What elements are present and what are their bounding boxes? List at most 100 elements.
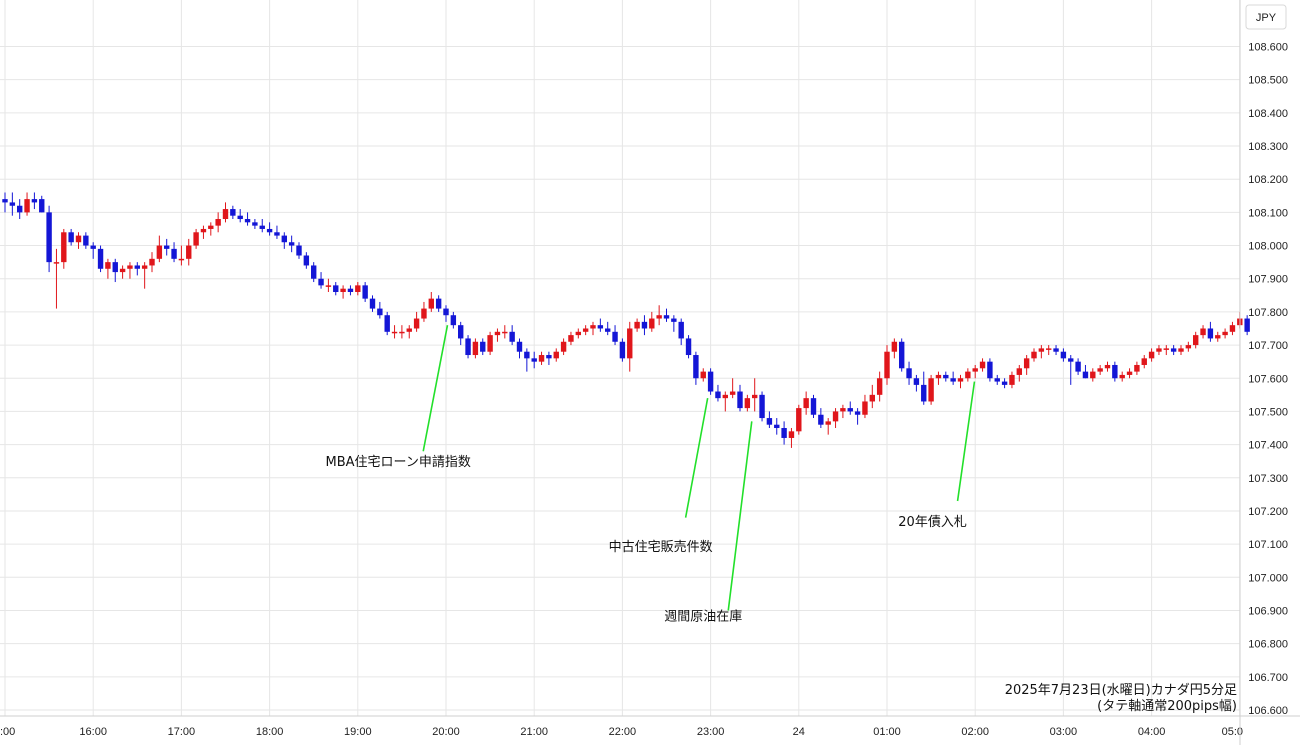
- candle: [97, 245, 104, 273]
- candle-body: [186, 245, 192, 259]
- candle-body: [208, 225, 214, 229]
- candle: [406, 325, 412, 339]
- y-tick-label: 107.700: [1248, 340, 1288, 352]
- candle-body: [311, 265, 317, 279]
- chart-info-line2: (タテ軸通常200pips幅): [1097, 699, 1237, 714]
- candle-body: [31, 199, 38, 203]
- candle-body: [1046, 348, 1052, 350]
- candle: [46, 205, 52, 273]
- candle: [288, 235, 295, 253]
- candle: [759, 391, 765, 422]
- candle-body: [1126, 371, 1133, 375]
- candle: [274, 225, 280, 239]
- candle-body: [53, 262, 60, 264]
- candle-body: [538, 355, 545, 362]
- candle: [384, 311, 390, 336]
- candle-body: [1185, 345, 1192, 349]
- candle: [1119, 371, 1125, 382]
- candle: [333, 282, 339, 296]
- candle-body: [119, 268, 126, 273]
- candle: [619, 338, 626, 362]
- candle-body: [266, 228, 273, 233]
- candle-body: [899, 341, 905, 369]
- candle: [413, 311, 420, 332]
- candle: [318, 272, 324, 289]
- candle-body: [156, 245, 163, 259]
- candle: [1170, 345, 1177, 356]
- candle: [524, 348, 530, 372]
- candle: [663, 308, 670, 322]
- candle-body: [1134, 364, 1140, 372]
- candle: [39, 195, 45, 213]
- candle-body: [766, 418, 773, 425]
- y-tick-label: 108.600: [1248, 42, 1288, 54]
- candle: [788, 428, 795, 448]
- candle: [222, 202, 229, 223]
- candle: [869, 384, 875, 409]
- candle-body: [825, 421, 831, 425]
- candle-body: [1244, 318, 1250, 332]
- candle: [825, 418, 831, 435]
- candle: [1060, 348, 1067, 362]
- chart-info-line1: 2025年7月23日(水曜日)カナダ円5分足: [1005, 683, 1237, 698]
- candle-body: [9, 202, 16, 206]
- grid-lines: [0, 0, 1241, 716]
- candle: [957, 374, 964, 389]
- candle: [502, 325, 508, 339]
- candle-body: [90, 245, 96, 249]
- candle: [590, 321, 596, 336]
- candle: [965, 368, 971, 382]
- candle-body: [862, 401, 868, 415]
- candle: [707, 368, 714, 395]
- candle-body: [480, 341, 486, 352]
- y-tick-label: 107.800: [1248, 307, 1288, 319]
- candle: [244, 212, 251, 226]
- y-tick-label: 107.100: [1248, 539, 1288, 551]
- candle-body: [141, 265, 148, 269]
- candle: [634, 318, 640, 332]
- candle: [582, 325, 589, 336]
- candle: [421, 301, 427, 322]
- candle: [340, 285, 346, 299]
- candle: [171, 242, 177, 263]
- candle: [83, 232, 89, 249]
- candle-body: [303, 255, 310, 266]
- candle-body: [531, 358, 537, 362]
- candle: [641, 315, 648, 336]
- y-tick-label: 107.400: [1248, 440, 1288, 452]
- candle-body: [421, 308, 427, 319]
- candle: [715, 384, 721, 402]
- x-tick-label: 21:00: [520, 726, 548, 738]
- candle: [685, 335, 692, 359]
- candle: [230, 205, 236, 220]
- candle-body: [1060, 351, 1067, 359]
- candle: [156, 235, 163, 263]
- y-tick-label: 107.200: [1248, 506, 1288, 518]
- candle-body: [935, 374, 942, 379]
- candle: [200, 225, 207, 239]
- candle: [1075, 358, 1081, 375]
- annotation-leaders: [422, 325, 976, 611]
- candle-body: [494, 331, 501, 336]
- candle-body: [1097, 368, 1103, 372]
- candle-body: [164, 245, 170, 249]
- candle-body: [193, 232, 199, 246]
- candle: [1185, 341, 1192, 352]
- candle: [237, 209, 243, 223]
- candle: [435, 295, 442, 312]
- candle-body: [921, 384, 927, 402]
- candle: [546, 351, 552, 365]
- candle: [832, 408, 839, 429]
- candle-body: [943, 374, 949, 379]
- candle: [781, 421, 787, 445]
- y-tick-label: 106.900: [1248, 605, 1288, 617]
- candle-body: [1156, 348, 1162, 352]
- candle: [252, 219, 258, 229]
- candle: [854, 408, 861, 425]
- candle-body: [230, 209, 236, 216]
- candle-body: [281, 235, 287, 243]
- candle-body: [413, 318, 420, 329]
- x-tick-label: 01:00: [873, 726, 901, 738]
- candle-body: [840, 408, 846, 412]
- candle-body: [884, 351, 890, 379]
